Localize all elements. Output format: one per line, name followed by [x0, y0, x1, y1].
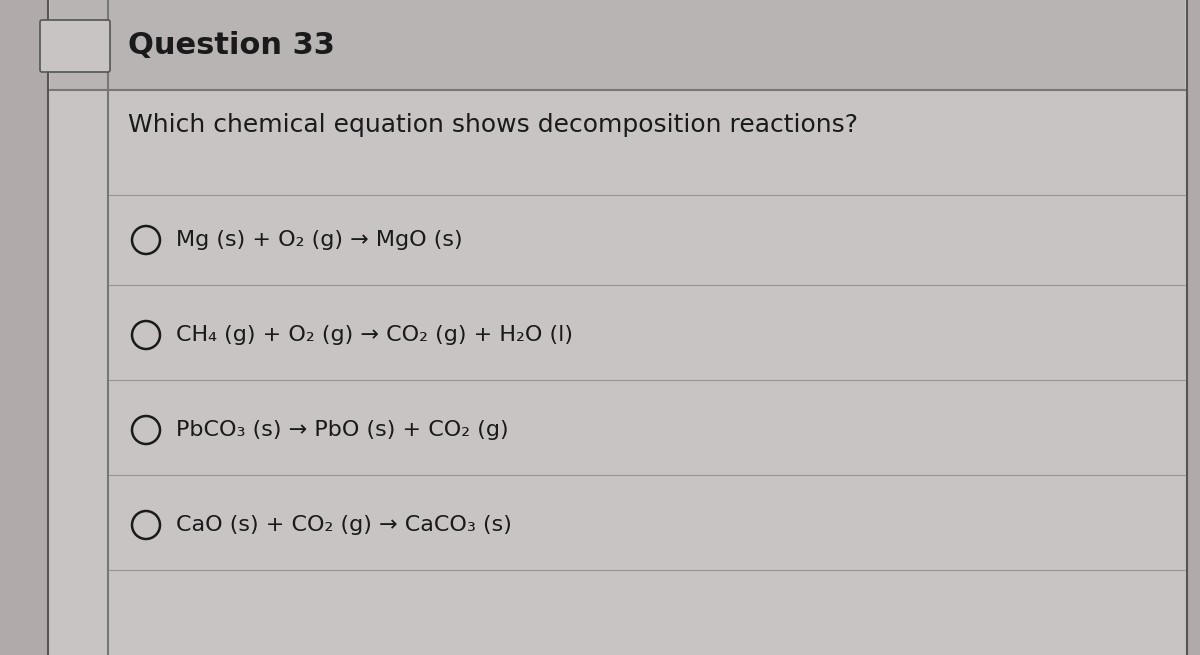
Text: Question 33: Question 33	[128, 31, 335, 60]
FancyBboxPatch shape	[40, 20, 110, 72]
Text: PbCO₃ (s) → PbO (s) + CO₂ (g): PbCO₃ (s) → PbO (s) + CO₂ (g)	[176, 420, 509, 440]
Text: Mg (s) + O₂ (g) → MgO (s): Mg (s) + O₂ (g) → MgO (s)	[176, 230, 463, 250]
Text: Which chemical equation shows decomposition reactions?: Which chemical equation shows decomposit…	[128, 113, 858, 137]
FancyBboxPatch shape	[48, 0, 1187, 655]
Text: CaO (s) + CO₂ (g) → CaCO₃ (s): CaO (s) + CO₂ (g) → CaCO₃ (s)	[176, 515, 512, 535]
Text: CH₄ (g) + O₂ (g) → CO₂ (g) + H₂O (l): CH₄ (g) + O₂ (g) → CO₂ (g) + H₂O (l)	[176, 325, 574, 345]
Bar	[50, 0, 1186, 90]
